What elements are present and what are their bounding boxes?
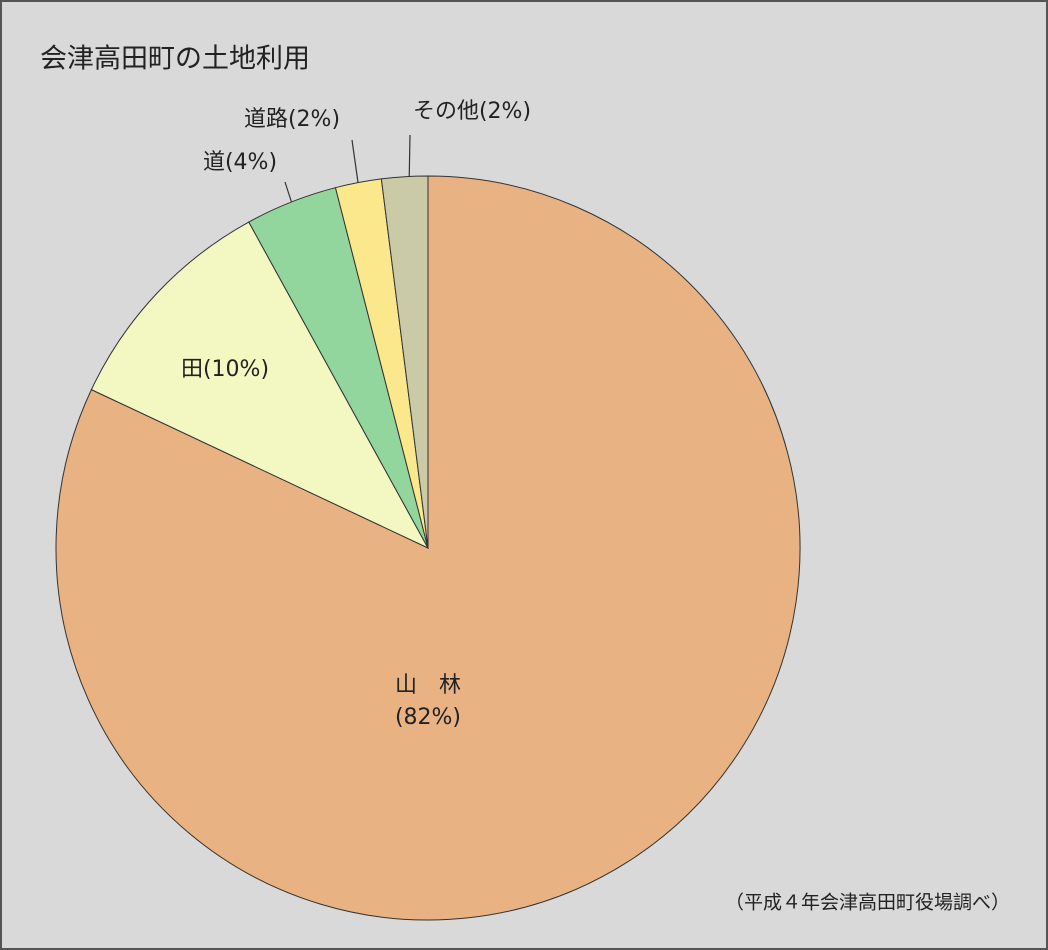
slice-label: 山 林 — [395, 673, 461, 698]
chart-title: 会津高田町の土地利用 — [40, 44, 310, 75]
slice-category: 道 — [203, 150, 225, 175]
slice-label: 道路(2%) — [244, 107, 340, 132]
pie-slice — [380, 175, 429, 549]
slice-category: 道路 — [244, 107, 288, 132]
slice-value-label: (2%) — [288, 107, 340, 132]
source-note: （平成４年会津高田町役場調べ） — [725, 892, 1010, 914]
pie-slice — [90, 221, 430, 550]
slice-label: 田(10%) — [181, 357, 269, 382]
slice-value-label: (4%) — [225, 150, 277, 175]
slice-value-label: (2%) — [479, 99, 531, 124]
slice-value-label: (10%) — [203, 357, 269, 382]
slice-category: その他 — [413, 99, 479, 124]
slices — [55, 175, 801, 921]
slice-value-label: (82%) — [395, 705, 461, 730]
slice-label: その他(2%) — [413, 99, 531, 124]
slice-label: 道(4%) — [203, 150, 277, 175]
slice-category: 田 — [181, 357, 203, 382]
